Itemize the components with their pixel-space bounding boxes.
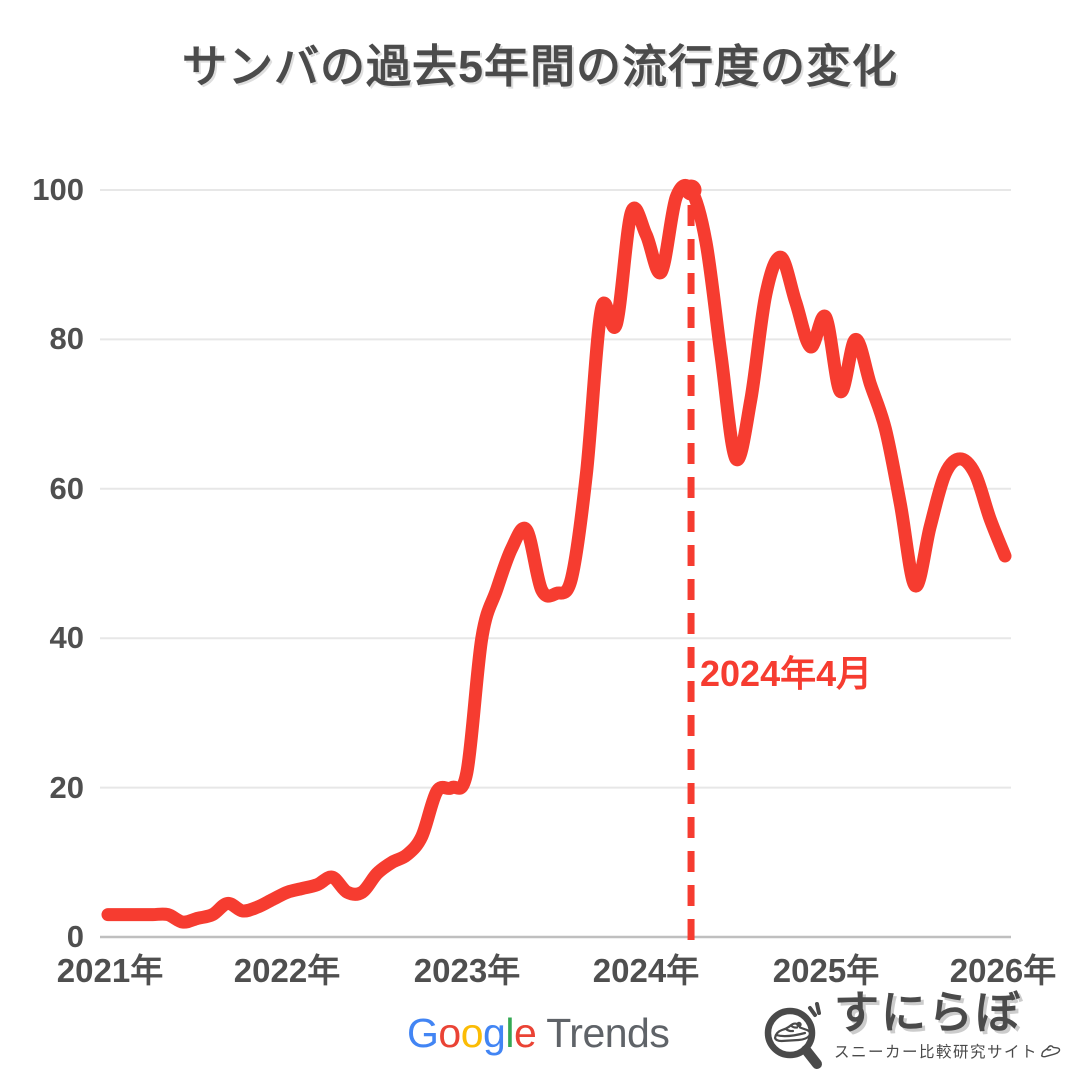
trend-line [101,179,1012,929]
google-letter: l [505,1010,514,1056]
peak-marker-dot [680,179,702,201]
sunilabo-name: すにらぼ [833,987,1022,1038]
google-trends-logo: Google Trends [407,1010,670,1057]
magnifier-sneaker-icon [764,1002,822,1069]
x-tick-2021: 2021年 [56,952,164,989]
y-tick-80: 80 [49,321,84,356]
sunilabo-text: すにらぼ スニーカー比較研究サイト [834,988,1064,1062]
google-letter: G [407,1010,439,1056]
sunilabo-logo: すにらぼ スニーカー比較研究サイト [762,988,1064,1080]
y-tick-40: 40 [49,620,84,655]
y-tick-60: 60 [49,471,84,506]
small-sneaker-icon [1040,1044,1061,1057]
y-tick-0: 0 [66,919,84,954]
google-letter: g [483,1010,506,1056]
google-letter: e [513,1010,537,1056]
page-title: サンバの過去5年間の流行度の変化 [181,41,899,92]
x-tick-2022: 2022年 [233,952,341,989]
sunilabo-tagline-text: スニーカー比較研究サイト [833,1043,1038,1061]
google-letter: o [438,1010,461,1056]
trends-label: Trends [546,1010,670,1056]
y-tick-100: 100 [32,172,84,207]
x-tick-2025: 2025年 [772,952,880,989]
y-tick-20: 20 [49,770,84,805]
peak-annotation-label: 2024年4月 [700,653,873,694]
x-tick-2026: 2026年 [949,952,1057,989]
google-letter: o [460,1010,484,1056]
sunilabo-tagline: スニーカー比較研究サイト [834,1040,1064,1062]
x-tick-2023: 2023年 [413,952,521,989]
x-tick-2024: 2024年 [592,952,700,989]
